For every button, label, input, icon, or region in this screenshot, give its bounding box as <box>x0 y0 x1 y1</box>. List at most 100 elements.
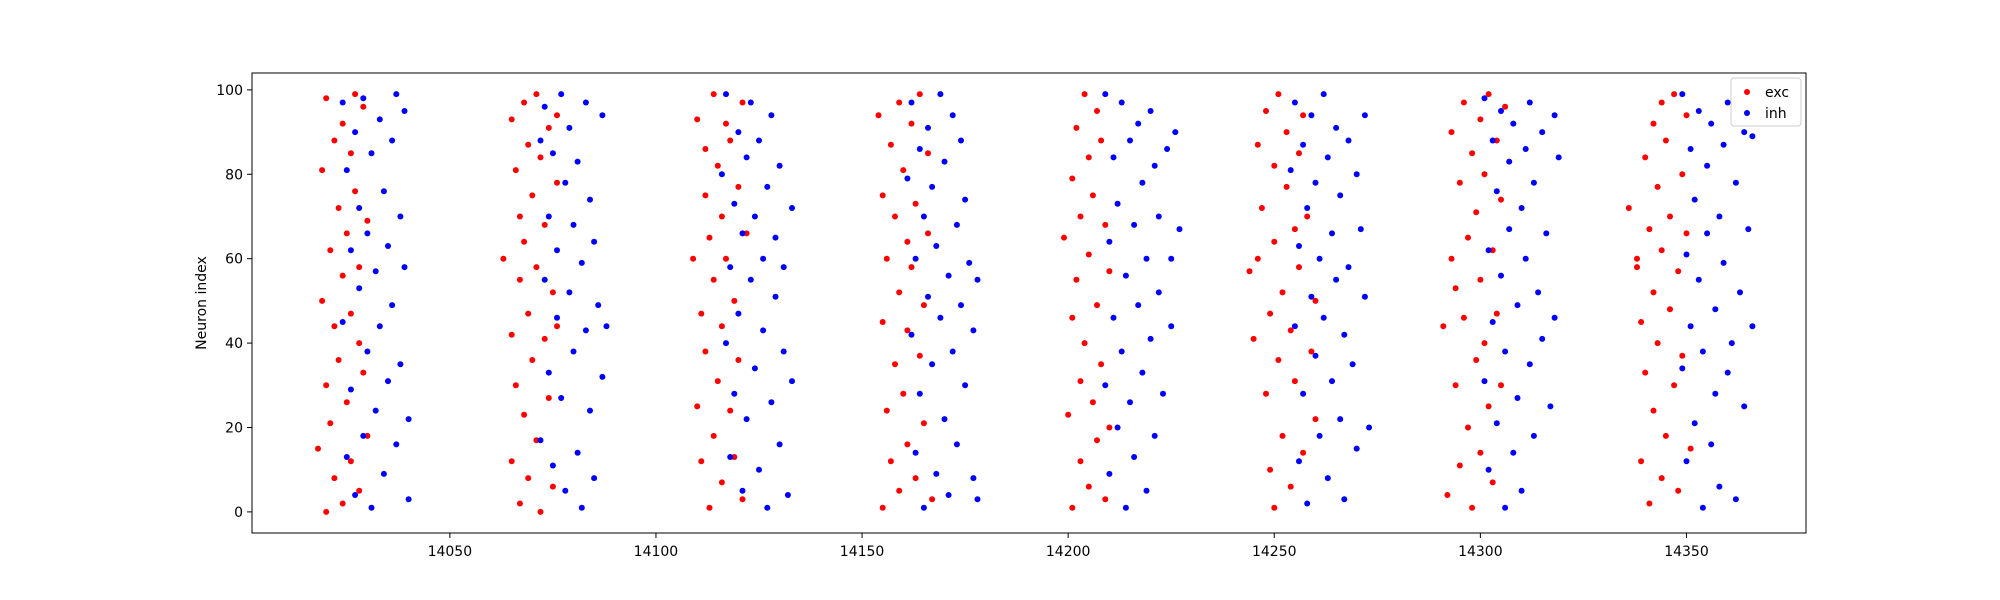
inh-spike-point <box>1296 458 1302 465</box>
inh-spike-point <box>974 276 981 283</box>
exc-spike-point <box>1094 108 1100 114</box>
inh-spike-point <box>1135 120 1142 127</box>
exc-spike-point <box>521 411 528 418</box>
legend-label-inh: inh <box>1765 106 1787 122</box>
exc-spike-point <box>1456 462 1463 469</box>
exc-spike-point <box>1094 302 1100 309</box>
exc-spike-point <box>1679 352 1686 359</box>
exc-spike-point <box>1481 340 1488 347</box>
inh-spike-point <box>789 205 795 211</box>
inh-spike-point <box>768 399 775 406</box>
inh-spike-point <box>405 416 412 423</box>
inh-spike-point <box>1724 99 1731 106</box>
inh-spike-point <box>582 327 589 334</box>
inh-spike-point <box>1687 323 1694 330</box>
inh-spike-point <box>789 378 795 385</box>
exc-spike-point <box>1300 112 1307 119</box>
exc-spike-point <box>879 319 886 325</box>
exc-spike-point <box>323 508 330 515</box>
exc-spike-point <box>1275 357 1282 363</box>
inh-spike-point <box>1691 420 1698 427</box>
inh-spike-point <box>352 129 359 136</box>
exc-spike-point <box>706 504 713 511</box>
inh-spike-point <box>1366 424 1373 431</box>
inh-spike-point <box>1329 378 1335 385</box>
exc-spike-point <box>516 213 523 220</box>
exc-spike-point <box>335 357 342 363</box>
inh-spike-point <box>776 441 783 448</box>
exc-spike-point <box>739 99 746 106</box>
inh-spike-point <box>1716 483 1723 490</box>
inh-spike-point <box>970 475 977 482</box>
exc-spike-point <box>908 120 915 127</box>
inh-spike-point <box>764 183 771 190</box>
exc-spike-point <box>892 213 898 220</box>
inh-spike-point <box>966 259 973 266</box>
exc-spike-point <box>887 458 894 465</box>
inh-spike-point <box>768 112 775 119</box>
y-axis-label: Neuron index <box>194 256 210 350</box>
inh-spike-point <box>1749 133 1756 140</box>
inh-spike-point <box>743 416 750 423</box>
exc-spike-point <box>1683 112 1690 119</box>
inh-spike-point <box>537 137 544 144</box>
inh-spike-point <box>747 99 754 106</box>
inh-spike-point <box>1716 213 1723 220</box>
y-tick-label: 100 <box>216 83 243 99</box>
inh-spike-point <box>945 272 952 279</box>
y-tick-label: 0 <box>234 505 243 521</box>
exc-spike-point <box>1287 483 1294 490</box>
exc-spike-point <box>1271 162 1278 169</box>
inh-spike-point <box>1127 399 1133 406</box>
inh-spike-point <box>1287 167 1294 174</box>
inh-spike-point <box>562 179 569 186</box>
exc-spike-point <box>718 323 725 330</box>
inh-spike-point <box>1745 226 1752 233</box>
inh-spike-point <box>574 158 581 165</box>
exc-spike-point <box>1654 340 1661 347</box>
inh-spike-point <box>1526 99 1533 106</box>
exc-spike-point <box>1642 154 1649 161</box>
inh-spike-point <box>1337 192 1344 199</box>
inh-spike-point <box>1683 251 1690 258</box>
series-inh <box>339 91 1756 511</box>
inh-spike-point <box>953 221 960 228</box>
exc-spike-point <box>1089 192 1096 199</box>
inh-spike-point <box>549 462 556 469</box>
exc-spike-point <box>883 255 890 262</box>
inh-spike-point <box>1110 314 1117 321</box>
inh-spike-point <box>941 158 948 165</box>
exc-spike-point <box>1089 399 1096 406</box>
inh-spike-point <box>1510 120 1517 127</box>
inh-spike-point <box>1168 323 1175 330</box>
inh-spike-point <box>372 407 379 414</box>
exc-spike-point <box>1469 150 1476 157</box>
inh-spike-point <box>929 183 936 190</box>
exc-spike-point <box>1650 120 1657 127</box>
inh-spike-point <box>1728 340 1735 347</box>
exc-spike-point <box>356 340 363 347</box>
exc-spike-point <box>698 458 705 465</box>
exc-spike-point <box>331 323 338 330</box>
inh-spike-point <box>401 264 408 271</box>
inh-spike-point <box>1679 91 1686 98</box>
exc-spike-point <box>516 276 523 283</box>
exc-spike-point <box>356 264 363 271</box>
inh-spike-point <box>1712 390 1719 397</box>
x-tick-label: 14300 <box>1458 544 1503 560</box>
exc-spike-point <box>512 167 519 174</box>
inh-spike-point <box>743 154 750 161</box>
x-tick-label: 14200 <box>1046 544 1091 560</box>
inh-spike-point <box>958 302 964 309</box>
inh-spike-point <box>1172 129 1179 136</box>
inh-spike-point <box>1555 154 1562 161</box>
exc-spike-point <box>1460 99 1467 106</box>
inh-spike-point <box>723 91 729 98</box>
exc-spike-point <box>735 183 742 190</box>
inh-spike-point <box>1304 500 1311 507</box>
exc-spike-point <box>1267 310 1274 317</box>
exc-spike-point <box>533 264 540 271</box>
legend: exc inh <box>1730 77 1802 127</box>
inh-spike-point <box>904 175 911 182</box>
inh-spike-point <box>1168 255 1175 262</box>
